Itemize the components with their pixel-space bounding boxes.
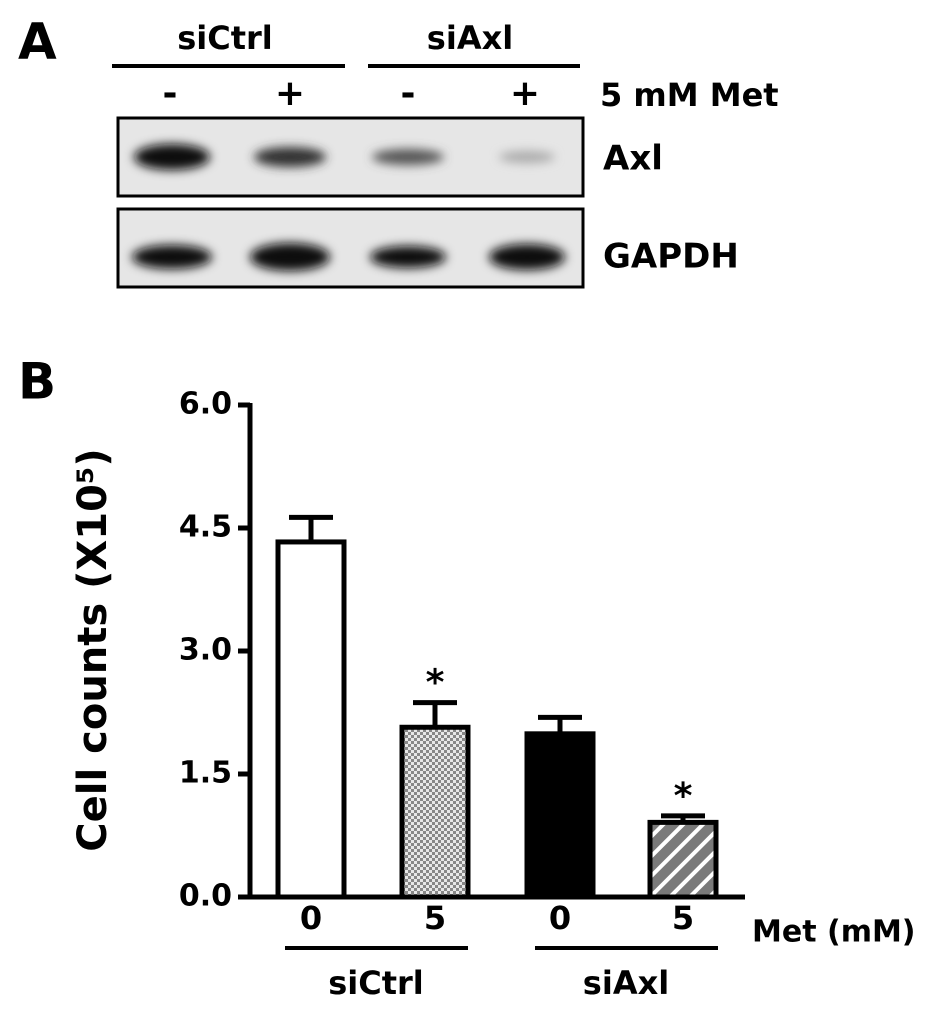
x-tick-label: 0	[549, 899, 571, 937]
group-label: siCtrl	[177, 19, 273, 57]
y-tick-label: 6.0	[179, 387, 232, 422]
y-tick-label: 0.0	[179, 879, 232, 914]
x-tick-label: 5	[424, 899, 446, 937]
panel-label: B	[18, 353, 56, 411]
bands	[132, 144, 565, 271]
y-tick-label: 4.5	[179, 510, 232, 545]
sign: +	[510, 73, 540, 114]
group-label: siAxl	[583, 964, 669, 1002]
bar	[647, 819, 719, 900]
sign: -	[401, 73, 416, 114]
sign: +	[275, 73, 305, 114]
row-label: GAPDH	[603, 237, 739, 277]
group-label: siAxl	[427, 19, 513, 57]
treatment-label: 5 mM Met	[600, 76, 779, 114]
bar	[275, 539, 347, 900]
panel-label: A	[18, 13, 57, 71]
y-tick-label: 3.0	[179, 633, 232, 668]
y-tick-label: 1.5	[179, 756, 232, 791]
bar	[524, 731, 596, 900]
bar	[399, 724, 471, 900]
row-label: Axl	[603, 139, 663, 179]
significance-mark: *	[426, 663, 445, 704]
group-label: siCtrl	[328, 964, 424, 1002]
y-axis-label: Cell counts (X10⁵)	[70, 448, 116, 851]
x-tick-label: 5	[672, 899, 694, 937]
significance-mark: *	[674, 776, 693, 817]
x-axis-label: Met (mM)	[752, 915, 916, 950]
sign: -	[163, 73, 178, 114]
x-tick-label: 0	[300, 899, 322, 937]
